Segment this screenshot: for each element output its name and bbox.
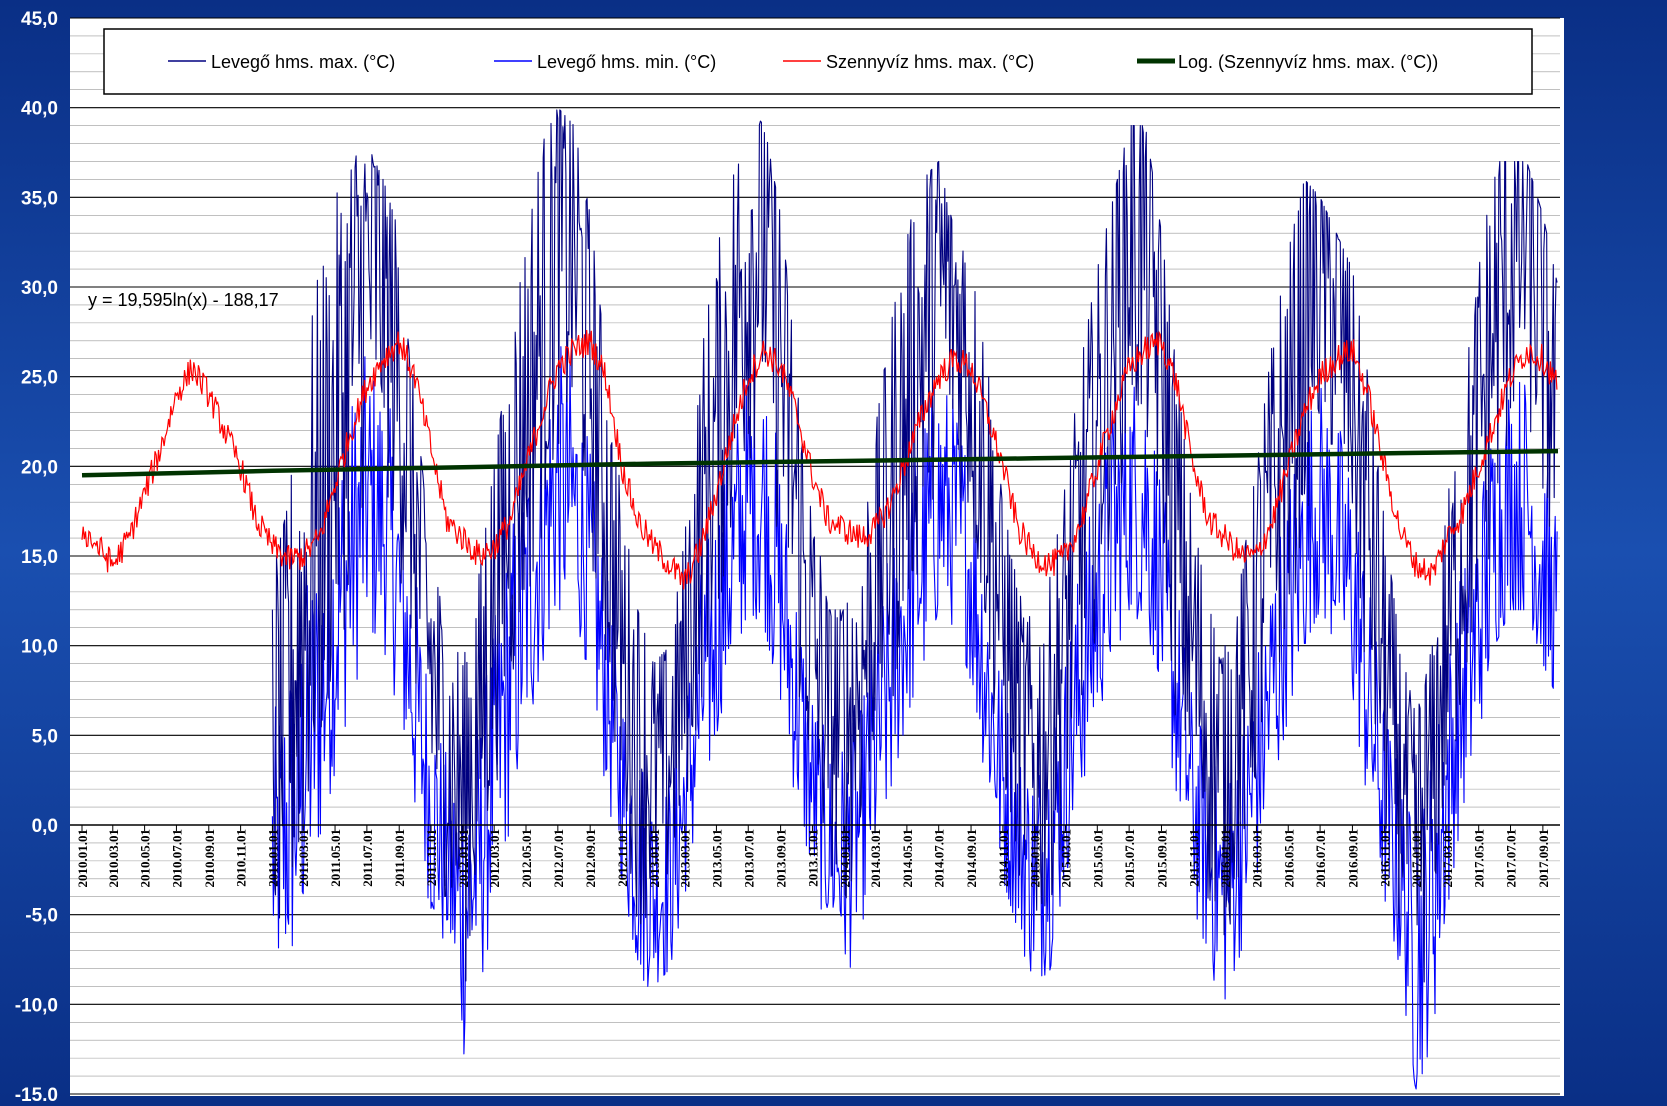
x-tick-label: 2012.07.01 bbox=[551, 829, 566, 888]
x-tick-label: 2016.11.01 bbox=[1377, 829, 1392, 887]
x-tick-label: 2014.07.01 bbox=[932, 829, 947, 888]
x-tick-label: 2010.03.01 bbox=[106, 829, 121, 888]
x-tick-label: 2016.07.01 bbox=[1313, 829, 1328, 888]
x-tick-label: 2010.11.01 bbox=[234, 829, 249, 887]
x-tick-label: 2010.01.01 bbox=[75, 829, 90, 888]
x-tick-label: 2017.03.01 bbox=[1440, 829, 1455, 888]
x-tick-label: 2014.03.01 bbox=[868, 829, 883, 888]
y-tick-label: 10,0 bbox=[21, 637, 58, 658]
x-tick-label: 2015.01.01 bbox=[1028, 829, 1043, 888]
x-tick-label: 2017.07.01 bbox=[1504, 829, 1519, 888]
x-tick-label: 2011.11.01 bbox=[424, 829, 439, 886]
y-tick-label: 5,0 bbox=[32, 726, 58, 747]
x-tick-label: 2015.07.01 bbox=[1122, 829, 1137, 888]
trendline-equation: y = 19,595ln(x) - 188,17 bbox=[88, 290, 279, 310]
x-tick-label: 2010.05.01 bbox=[138, 829, 153, 888]
x-tick-label: 2016.05.01 bbox=[1281, 829, 1296, 888]
x-tick-label: 2011.07.01 bbox=[360, 829, 375, 887]
x-tick-label: 2010.09.01 bbox=[202, 829, 217, 888]
y-tick-label: -10,0 bbox=[15, 995, 58, 1016]
y-tick-label: 25,0 bbox=[21, 368, 58, 389]
x-tick-label: 2012.03.01 bbox=[487, 829, 502, 888]
x-tick-label: 2013.07.01 bbox=[741, 829, 756, 888]
x-tick-label: 2013.11.01 bbox=[805, 829, 820, 887]
x-tick-label: 2011.05.01 bbox=[328, 829, 343, 887]
x-tick-label: 2014.01.01 bbox=[837, 829, 852, 888]
x-tick-label: 2015.11.01 bbox=[1186, 829, 1201, 887]
y-tick-label: 15,0 bbox=[21, 547, 58, 568]
x-tick-label: 2013.05.01 bbox=[709, 829, 724, 888]
x-tick-label: 2016.03.01 bbox=[1249, 829, 1264, 888]
x-tick-label: 2010.07.01 bbox=[169, 829, 184, 888]
x-tick-label: 2011.03.01 bbox=[296, 829, 311, 887]
y-tick-label: 45,0 bbox=[21, 9, 58, 30]
x-tick-label: 2012.09.01 bbox=[583, 829, 598, 888]
legend-label-series-1: Levegő hms. min. (°C) bbox=[537, 52, 716, 72]
x-tick-label: 2014.09.01 bbox=[964, 829, 979, 888]
legend-label-series-0: Levegő hms. max. (°C) bbox=[211, 52, 395, 72]
x-tick-label: 2012.11.01 bbox=[615, 829, 630, 887]
y-tick-label: -5,0 bbox=[25, 906, 58, 927]
y-axis-tick-labels: -15,0 -10,0 -5,0 0,0 5,0 10,0 15,0 20,0 25,0 30,0… bbox=[15, 9, 58, 1106]
x-axis: 2010.01.01 2010.03.01 2010.05.01 2010.07.01… bbox=[70, 824, 1560, 888]
x-tick-label: 2016.01.01 bbox=[1218, 829, 1233, 888]
x-tick-label: 2013.09.01 bbox=[774, 829, 789, 888]
y-tick-label: -15,0 bbox=[15, 1085, 58, 1101]
x-tick-label: 2014.11.01 bbox=[996, 829, 1011, 887]
x-tick-label: 2014.05.01 bbox=[900, 829, 915, 888]
x-tick-label: 2017.05.01 bbox=[1472, 829, 1487, 888]
series-layer bbox=[81, 109, 1559, 1090]
x-tick-label: 2015.05.01 bbox=[1090, 829, 1105, 888]
legend-label-series-3: Log. (Szennyvíz hms. max. (°C)) bbox=[1178, 52, 1438, 72]
y-tick-label: 30,0 bbox=[21, 278, 58, 299]
x-tick-label: 2011.09.01 bbox=[392, 829, 407, 887]
x-tick-label: 2013.03.01 bbox=[678, 829, 693, 888]
x-tick-label: 2011.01.01 bbox=[265, 829, 280, 887]
legend: Levegő hms. max. (°C) Levegő hms. min. (… bbox=[103, 28, 1533, 95]
series-line-2 bbox=[81, 329, 1558, 590]
x-tick-label: 2016.09.01 bbox=[1345, 829, 1360, 888]
legend-label-series-2: Szennyvíz hms. max. (°C) bbox=[826, 52, 1034, 72]
x-tick-label: 2012.01.01 bbox=[456, 829, 471, 888]
y-tick-label: 0,0 bbox=[32, 816, 58, 837]
y-tick-label: 35,0 bbox=[21, 188, 58, 209]
series-line-3 bbox=[81, 448, 1559, 478]
series-line-0 bbox=[271, 109, 1558, 983]
x-tick-label: 2012.05.01 bbox=[519, 829, 534, 888]
y-tick-label: 20,0 bbox=[21, 457, 58, 478]
x-tick-label: 2017.01.01 bbox=[1409, 829, 1424, 888]
x-tick-label: 2015.03.01 bbox=[1058, 829, 1073, 888]
x-tick-label: 2015.09.01 bbox=[1154, 829, 1169, 888]
y-tick-label: 40,0 bbox=[21, 99, 58, 120]
x-tick-label: 2013.01.01 bbox=[647, 829, 662, 888]
x-tick-label: 2017.09.01 bbox=[1536, 829, 1551, 888]
